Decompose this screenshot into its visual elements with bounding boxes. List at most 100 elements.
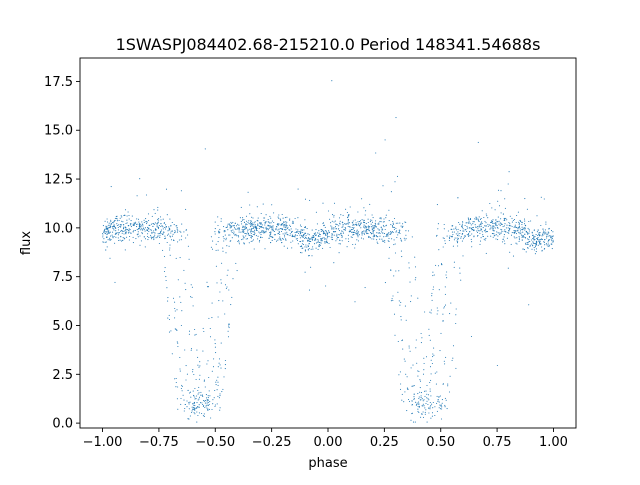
data-point: [136, 226, 138, 228]
data-point: [311, 255, 313, 257]
data-point: [252, 239, 255, 241]
data-point: [499, 222, 501, 224]
data-point: [475, 216, 477, 218]
data-point: [139, 223, 141, 225]
data-point: [469, 222, 471, 224]
data-point: [174, 310, 176, 312]
data-point: [514, 230, 516, 232]
data-point: [429, 339, 431, 341]
data-point: [431, 403, 433, 405]
data-point: [214, 221, 216, 223]
data-point: [400, 319, 402, 321]
data-point: [281, 223, 283, 225]
data-point: [383, 233, 386, 235]
data-point: [514, 224, 516, 226]
data-point: [331, 214, 334, 216]
data-point: [165, 224, 167, 226]
data-point: [544, 247, 546, 250]
data-point: [312, 248, 314, 250]
data-point: [170, 239, 173, 241]
data-point: [169, 249, 171, 251]
data-point: [218, 362, 220, 364]
data-point: [146, 223, 148, 225]
data-point: [423, 369, 425, 371]
data-point: [443, 307, 445, 309]
data-point: [417, 370, 419, 372]
data-point: [526, 208, 528, 210]
data-point: [224, 234, 226, 236]
data-point: [274, 238, 276, 240]
data-point: [220, 220, 222, 222]
data-point: [478, 220, 480, 223]
data-point: [230, 227, 232, 229]
data-point: [431, 412, 434, 414]
data-point: [444, 242, 446, 244]
data-point: [238, 236, 240, 238]
data-point: [273, 221, 275, 224]
data-point: [252, 233, 254, 236]
data-point: [258, 231, 260, 233]
data-point: [180, 387, 182, 390]
data-point: [178, 239, 180, 241]
data-point: [271, 204, 273, 206]
data-point: [513, 229, 515, 232]
data-point: [333, 234, 335, 236]
data-point: [227, 223, 229, 225]
data-point: [185, 289, 187, 291]
data-point: [174, 317, 176, 319]
data-point: [490, 221, 492, 223]
data-point: [126, 229, 128, 231]
data-point: [429, 381, 431, 384]
data-point: [278, 228, 280, 230]
data-point: [420, 332, 422, 335]
data-point: [322, 233, 325, 235]
data-point: [155, 237, 157, 239]
data-point: [112, 236, 114, 238]
data-point: [507, 232, 509, 234]
data-point: [166, 241, 168, 244]
data-point: [216, 403, 218, 405]
data-point: [503, 230, 505, 232]
data-point: [440, 332, 442, 334]
data-point: [162, 228, 164, 230]
data-point: [548, 227, 550, 230]
data-point: [446, 235, 448, 237]
data-point: [491, 225, 493, 227]
data-point: [519, 219, 521, 221]
data-point: [304, 237, 306, 240]
data-point: [544, 233, 546, 235]
data-point: [111, 234, 113, 236]
data-point: [361, 234, 363, 236]
data-point: [330, 225, 332, 227]
data-point: [371, 229, 373, 231]
data-point: [105, 225, 107, 227]
data-point: [373, 226, 375, 228]
data-point: [407, 388, 409, 390]
data-point: [112, 228, 114, 230]
data-point: [413, 396, 415, 398]
data-point: [143, 229, 145, 231]
data-point: [437, 228, 439, 230]
data-point: [455, 308, 457, 310]
data-point: [240, 231, 242, 233]
data-point: [169, 247, 171, 249]
data-point: [167, 230, 169, 232]
data-point: [241, 230, 243, 232]
data-point: [197, 364, 199, 366]
data-point: [122, 237, 124, 239]
data-point: [336, 233, 338, 235]
data-point: [282, 223, 284, 225]
data-point: [395, 117, 397, 119]
data-point: [469, 231, 471, 233]
data-point: [281, 213, 283, 216]
data-point: [359, 220, 362, 222]
data-point: [223, 238, 225, 240]
data-point: [271, 220, 273, 222]
data-point: [110, 235, 112, 237]
data-point: [518, 232, 520, 234]
data-point: [318, 232, 320, 234]
data-point: [417, 405, 419, 407]
data-point: [185, 237, 187, 239]
data-point: [206, 407, 208, 409]
data-point: [284, 217, 286, 219]
